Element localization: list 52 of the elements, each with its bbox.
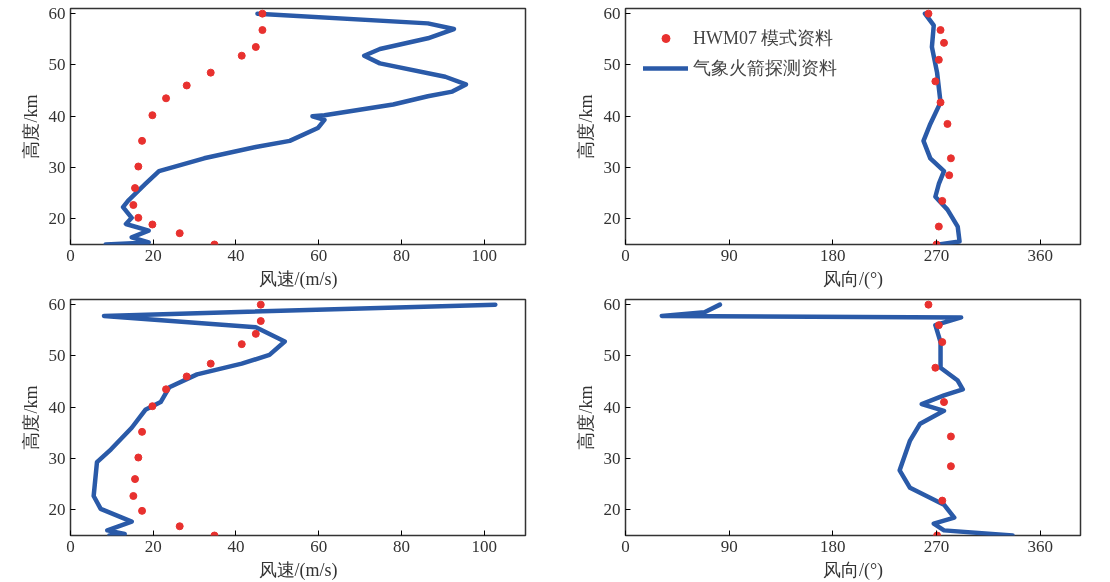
x-tick-label: 360 xyxy=(1027,245,1053,265)
x-tick-label: 60 xyxy=(310,245,328,265)
y-tick-label: 60 xyxy=(603,4,621,24)
x-axis-title: 风向/(°) xyxy=(822,268,884,290)
x-tick-label: 270 xyxy=(923,536,950,556)
y-tick-label: 60 xyxy=(48,295,66,315)
x-tick-label: 80 xyxy=(392,536,410,556)
x-tick-label: 180 xyxy=(820,536,846,556)
x-tick-label: 360 xyxy=(1027,536,1053,556)
y-tick-label: 20 xyxy=(48,500,66,520)
y-tick-label: 20 xyxy=(603,500,621,520)
y-tick-label: 30 xyxy=(603,158,621,178)
x-tick-label: 80 xyxy=(392,245,410,265)
x-tick-label: 100 xyxy=(471,245,497,265)
y-axis-title: 高度/km xyxy=(575,385,596,450)
x-tick-label: 0 xyxy=(621,245,630,265)
y-tick-label: 30 xyxy=(48,449,66,469)
legend-label: 气象火箭探测资料 xyxy=(693,57,837,80)
y-tick-label: 20 xyxy=(603,209,621,229)
x-tick-label: 100 xyxy=(471,536,497,556)
x-tick-label: 20 xyxy=(144,245,162,265)
y-tick-label: 30 xyxy=(603,449,621,469)
y-tick-label: 50 xyxy=(48,346,66,366)
x-tick-label: 60 xyxy=(310,536,328,556)
legend-label: HWM07 模式资料 xyxy=(693,27,834,50)
y-axis-title: 高度/km xyxy=(20,94,41,159)
y-tick-label: 40 xyxy=(48,106,66,126)
y-tick-label: 60 xyxy=(603,295,621,315)
x-tick-label: 90 xyxy=(720,245,738,265)
y-tick-label: 40 xyxy=(603,106,621,126)
x-tick-label: 0 xyxy=(66,536,75,556)
x-axis-title: 风向/(°) xyxy=(822,559,884,581)
y-tick-label: 40 xyxy=(603,397,621,417)
x-tick-label: 90 xyxy=(720,536,738,556)
y-tick-label: 50 xyxy=(48,55,66,75)
x-tick-label: 180 xyxy=(820,245,846,265)
y-tick-label: 60 xyxy=(48,4,66,24)
y-tick-label: 50 xyxy=(603,55,621,75)
x-tick-label: 40 xyxy=(227,536,245,556)
y-tick-label: 30 xyxy=(48,158,66,178)
x-axis-title: 风速/(m/s) xyxy=(258,268,338,290)
x-tick-label: 20 xyxy=(144,536,162,556)
y-tick-label: 40 xyxy=(48,397,66,417)
y-tick-label: 50 xyxy=(603,346,621,366)
x-tick-label: 270 xyxy=(923,245,950,265)
y-axis-title: 高度/km xyxy=(20,385,41,450)
y-tick-label: 20 xyxy=(48,209,66,229)
x-axis-title: 风速/(m/s) xyxy=(258,559,338,581)
y-axis-title: 高度/km xyxy=(575,94,596,159)
x-tick-label: 0 xyxy=(66,245,75,265)
x-tick-label: 0 xyxy=(621,536,630,556)
x-tick-label: 40 xyxy=(227,245,245,265)
